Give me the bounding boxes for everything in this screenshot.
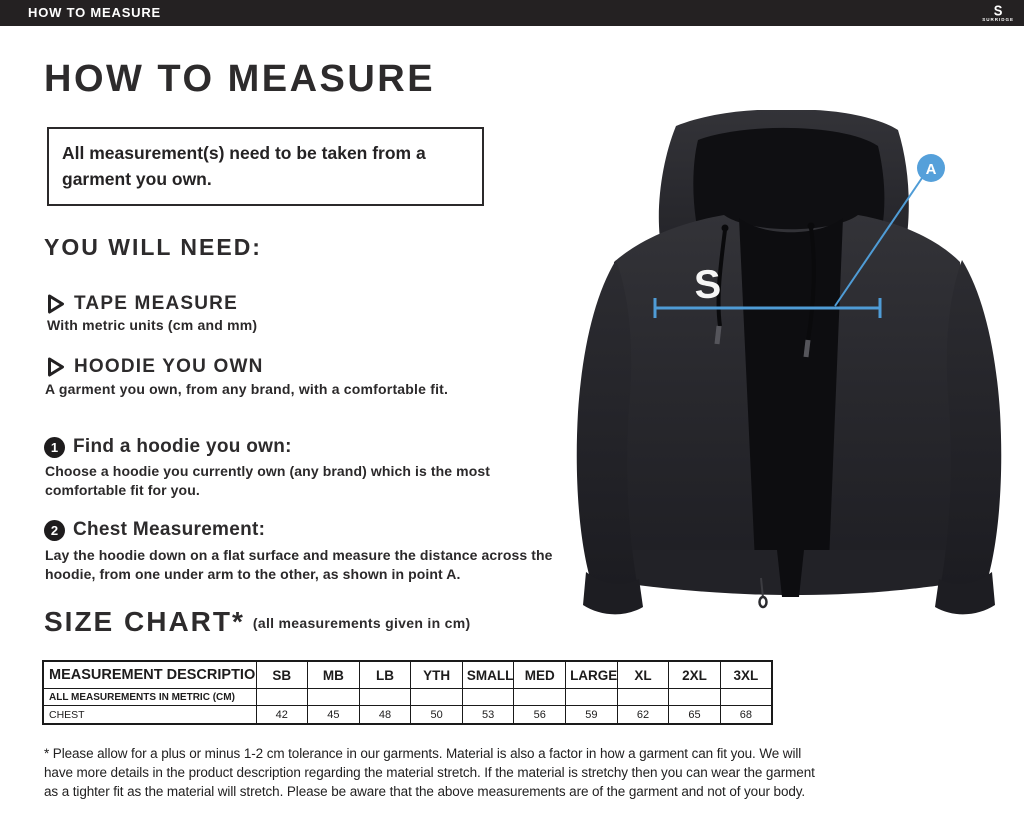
table-cell	[307, 688, 360, 706]
left-aglet	[714, 325, 722, 345]
right-aglet	[803, 339, 811, 358]
table-cell	[616, 688, 670, 706]
table-cell	[255, 688, 309, 706]
surridge-logo-word: SURRIDGE	[982, 17, 1014, 22]
chest-value-mb: 45	[307, 705, 360, 725]
hoodie-diagram: S A	[576, 110, 1002, 615]
need-item-tape-measure-desc: With metric units (cm and mm)	[47, 317, 258, 333]
metric-note-label: ALL MEASUREMENTS IN METRIC (CM)	[42, 688, 257, 706]
table-cell	[513, 688, 567, 706]
chest-value-yth: 50	[410, 705, 463, 725]
surridge-logo: S SURRIDGE	[982, 1, 1024, 23]
chest-value-large: 59	[565, 705, 618, 725]
step-2-title: Chest Measurement:	[73, 519, 266, 540]
chest-value-xl: 62	[616, 705, 670, 725]
chest-value-med: 56	[513, 705, 567, 725]
col-header-sb: SB	[255, 660, 309, 689]
table-cell	[358, 688, 412, 706]
col-header-med: MED	[513, 660, 567, 689]
step-2-number: 2	[44, 520, 65, 541]
col-header-yth: YTH	[410, 660, 463, 689]
size-chart-heading: SIZE CHART* (all measurements given in cm…	[44, 606, 470, 638]
need-item-hoodie-desc: A garment you own, from any brand, with …	[45, 381, 449, 397]
table-cell	[410, 688, 463, 706]
left-sleeve	[576, 260, 637, 588]
step-1-number: 1	[44, 437, 65, 458]
front-opening	[739, 218, 843, 562]
chest-value-3xl: 68	[719, 705, 773, 725]
chest-value-2xl: 65	[668, 705, 721, 725]
play-triangle-icon	[48, 294, 64, 314]
col-header-large: LARGE	[565, 660, 618, 689]
table-row-chest: CHEST 42 45 48 50 53 56 59 62 65 68	[42, 705, 773, 725]
col-header-mb: MB	[307, 660, 360, 689]
left-drawstring	[716, 229, 727, 327]
right-cuff	[935, 572, 995, 615]
step-2-desc: Lay the hoodie down on a flat surface an…	[45, 547, 553, 582]
point-a-marker	[917, 154, 945, 182]
top-bar: HOW TO MEASURE S SURRIDGE	[0, 0, 1024, 26]
col-header-small: SMALL	[461, 660, 515, 689]
chest-value-small: 53	[461, 705, 515, 725]
surridge-s-icon: S	[993, 1, 1003, 19]
col-header-2xl: 2XL	[668, 660, 721, 689]
size-chart-subheading: (all measurements given in cm)	[252, 615, 471, 631]
col-header-3xl: 3XL	[719, 660, 773, 689]
size-table-header-row: MEASUREMENT DESCRIPTION SB MB LB YTH SMA…	[42, 660, 773, 689]
need-item-tape-measure: TAPE MEASURE	[74, 293, 238, 314]
zipper-tape	[760, 577, 764, 599]
chest-row-label: CHEST	[42, 705, 257, 725]
step-1-title: Find a hoodie you own:	[73, 436, 292, 457]
table-row-metric-note: ALL MEASUREMENTS IN METRIC (CM)	[42, 688, 773, 706]
table-cell	[668, 688, 721, 706]
you-will-need-heading: YOU WILL NEED:	[44, 234, 262, 260]
tolerance-footnote: * Please allow for a plus or minus 1-2 c…	[44, 746, 815, 800]
point-a-label: A	[926, 161, 937, 178]
table-cell	[719, 688, 773, 706]
size-chart-heading-text: SIZE CHART*	[44, 606, 245, 637]
step-1-desc: Choose a hoodie you currently own (any b…	[45, 463, 491, 498]
right-sleeve	[941, 260, 1002, 588]
top-bar-title: HOW TO MEASURE	[28, 5, 162, 20]
chest-value-lb: 48	[358, 705, 412, 725]
col-header-xl: XL	[616, 660, 670, 689]
left-eyelet	[721, 224, 729, 232]
garment-s-logo-icon: S	[693, 262, 722, 307]
hem-zipper-split	[777, 550, 804, 597]
left-cuff	[583, 572, 643, 615]
chest-value-sb: 42	[255, 705, 309, 725]
right-drawstring	[806, 227, 816, 341]
play-triangle-icon	[48, 357, 64, 377]
col-header-lb: LB	[358, 660, 412, 689]
size-chart-table: MEASUREMENT DESCRIPTION SB MB LB YTH SMA…	[42, 660, 773, 725]
table-cell	[461, 688, 515, 706]
table-cell	[565, 688, 618, 706]
pointer-line	[834, 177, 923, 307]
zipper-pull	[758, 595, 768, 609]
col-header-description: MEASUREMENT DESCRIPTION	[42, 660, 257, 689]
need-item-hoodie: HOODIE YOU OWN	[74, 356, 264, 377]
notice-box: All measurement(s) need to be taken from…	[47, 127, 484, 206]
page-title: HOW TO MEASURE	[44, 58, 436, 100]
